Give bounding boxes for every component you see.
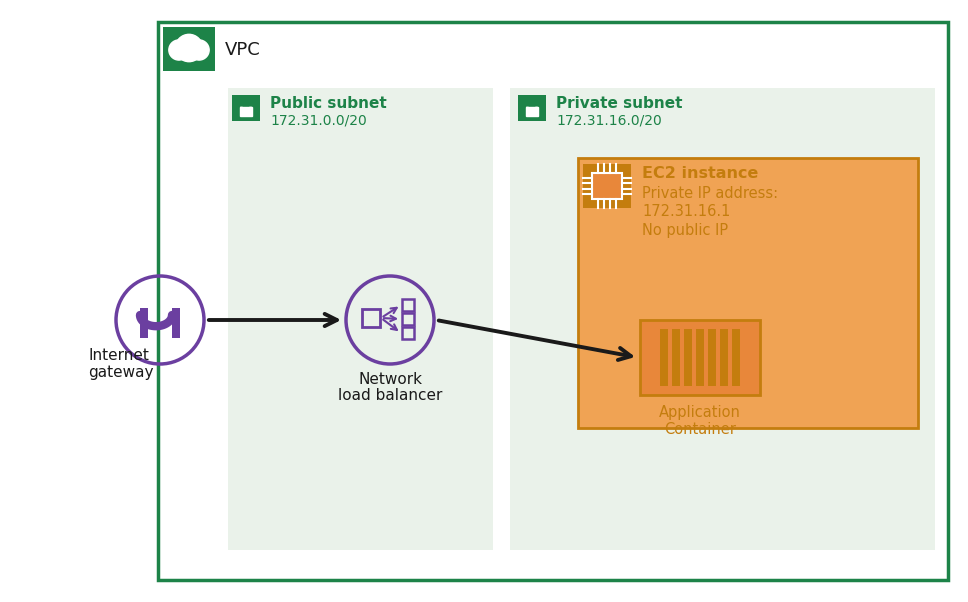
Text: Public subnet: Public subnet: [270, 96, 387, 111]
Text: 172.31.0.0/20: 172.31.0.0/20: [270, 113, 367, 127]
Circle shape: [175, 34, 202, 61]
FancyBboxPatch shape: [640, 320, 760, 395]
FancyBboxPatch shape: [158, 22, 948, 580]
Bar: [526, 107, 538, 116]
FancyBboxPatch shape: [578, 158, 918, 428]
Text: Internet: Internet: [88, 347, 149, 362]
Bar: [240, 107, 253, 116]
Bar: [720, 329, 728, 386]
Text: Container: Container: [664, 421, 736, 436]
Circle shape: [189, 40, 209, 60]
FancyBboxPatch shape: [518, 95, 546, 121]
Text: 172.31.16.1: 172.31.16.1: [642, 205, 731, 220]
Text: 172.31.16.0/20: 172.31.16.0/20: [556, 113, 662, 127]
Text: gateway: gateway: [88, 365, 154, 380]
Bar: [175, 48, 202, 57]
Text: Network: Network: [358, 373, 422, 388]
FancyBboxPatch shape: [583, 164, 631, 208]
Bar: [402, 313, 414, 325]
FancyBboxPatch shape: [228, 88, 493, 550]
Bar: [591, 173, 622, 199]
Text: Application: Application: [659, 406, 741, 421]
Bar: [402, 327, 414, 339]
Bar: [696, 329, 704, 386]
Bar: [185, 49, 194, 57]
Bar: [672, 329, 680, 386]
FancyBboxPatch shape: [510, 88, 935, 550]
Bar: [660, 329, 668, 386]
Text: EC2 instance: EC2 instance: [642, 167, 758, 181]
FancyBboxPatch shape: [163, 27, 215, 71]
Circle shape: [168, 40, 189, 60]
Text: VPC: VPC: [225, 41, 260, 59]
Text: Private IP address:: Private IP address:: [642, 187, 778, 202]
Bar: [140, 308, 148, 338]
Bar: [732, 329, 740, 386]
Text: load balancer: load balancer: [338, 388, 442, 403]
FancyBboxPatch shape: [232, 95, 260, 121]
Bar: [362, 309, 380, 327]
Bar: [708, 329, 716, 386]
Bar: [684, 329, 692, 386]
Bar: [172, 308, 180, 338]
Text: Private subnet: Private subnet: [556, 96, 682, 111]
Bar: [402, 299, 414, 311]
Text: No public IP: No public IP: [642, 223, 728, 238]
